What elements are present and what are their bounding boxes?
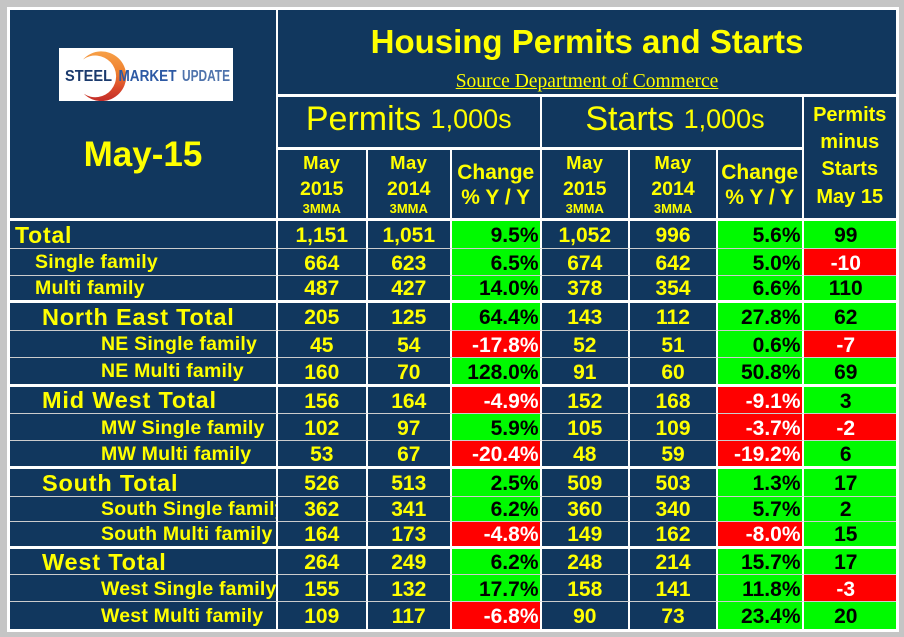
svg-text:UPDATE: UPDATE: [182, 68, 230, 85]
svg-text:STEEL: STEEL: [65, 68, 112, 85]
svg-text:MARKET: MARKET: [119, 68, 177, 85]
